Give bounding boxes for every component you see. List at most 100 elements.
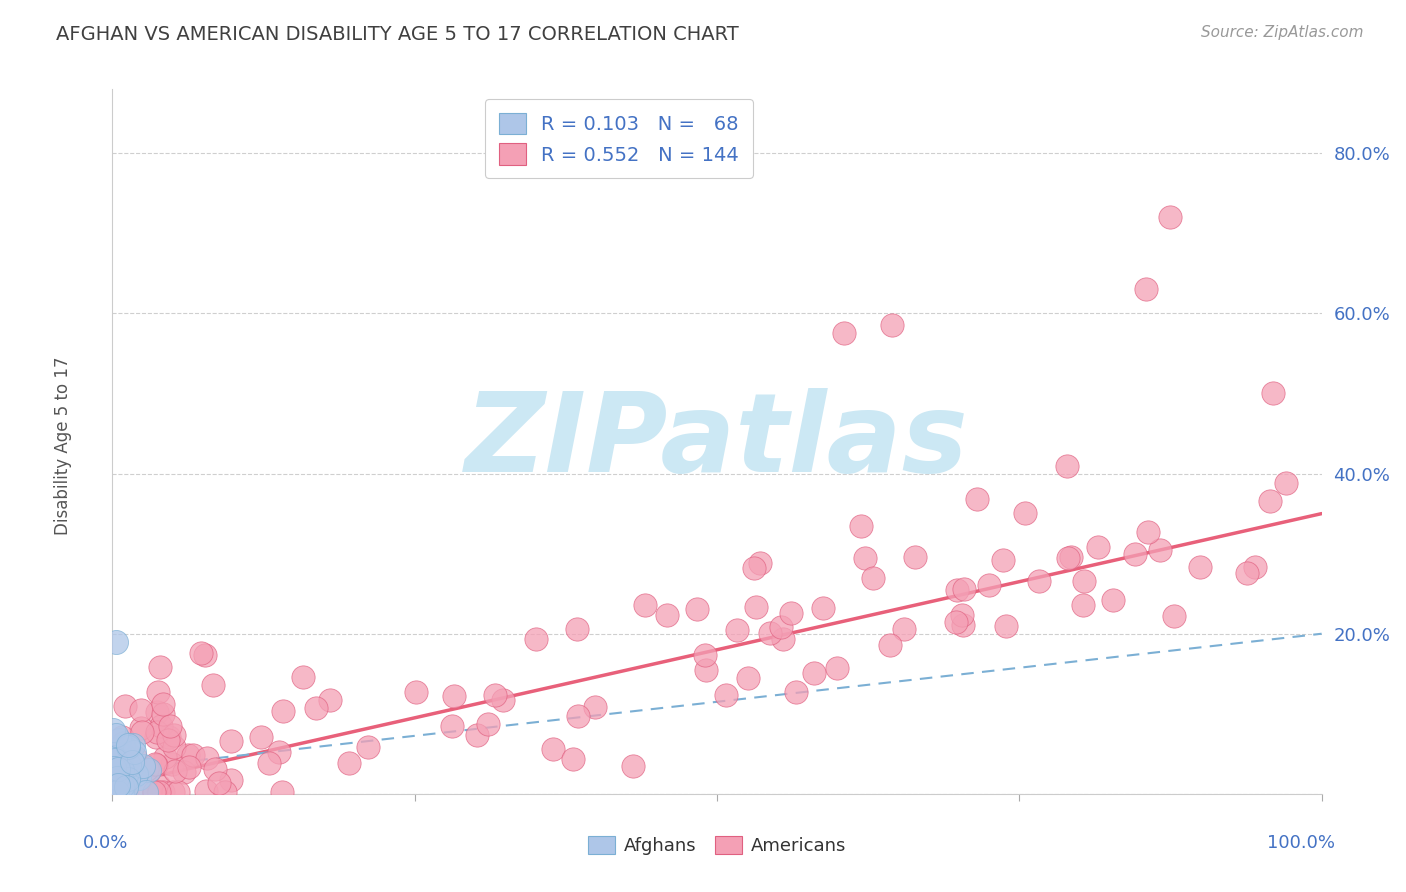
Point <box>112 738 135 752</box>
Point <box>104 758 127 772</box>
Point <box>695 648 717 662</box>
Point <box>122 745 145 759</box>
Point <box>117 772 139 786</box>
Point <box>219 773 242 788</box>
Point <box>827 660 849 674</box>
Point <box>145 706 167 720</box>
Point <box>162 757 184 772</box>
Point <box>115 780 138 794</box>
Point <box>107 785 129 799</box>
Point <box>104 751 127 765</box>
Point <box>111 764 134 778</box>
Point <box>195 751 218 765</box>
Point <box>143 756 166 771</box>
Point <box>292 670 315 684</box>
Point <box>1275 476 1298 491</box>
Point <box>1163 608 1185 623</box>
Point <box>120 761 142 775</box>
Point <box>152 697 174 711</box>
Text: Source: ZipAtlas.com: Source: ZipAtlas.com <box>1201 25 1364 40</box>
Point <box>742 561 765 575</box>
Point <box>271 704 294 718</box>
Point <box>114 757 136 772</box>
Point <box>994 618 1017 632</box>
Point <box>111 730 134 744</box>
Point <box>104 748 127 763</box>
Point <box>167 785 190 799</box>
Point <box>129 703 152 717</box>
Point <box>146 725 169 739</box>
Point <box>150 719 173 733</box>
Point <box>813 600 835 615</box>
Point <box>621 759 644 773</box>
Point <box>105 780 128 795</box>
Point <box>405 685 427 699</box>
Point <box>105 755 128 769</box>
Point <box>110 765 132 780</box>
Point <box>893 622 915 636</box>
Point <box>257 756 280 770</box>
Point <box>131 724 153 739</box>
Point <box>1149 542 1171 557</box>
Point <box>1123 547 1146 561</box>
Point <box>492 692 515 706</box>
Point <box>111 778 134 792</box>
Point <box>477 716 499 731</box>
Point <box>110 760 132 774</box>
Point <box>162 740 184 755</box>
Text: 0.0%: 0.0% <box>83 834 128 852</box>
Point <box>159 719 181 733</box>
Point <box>103 761 125 775</box>
Point <box>135 785 157 799</box>
Point <box>1056 550 1078 565</box>
Point <box>1073 574 1095 588</box>
Point <box>121 756 143 770</box>
Point <box>179 759 201 773</box>
Legend: Afghans, Americans: Afghans, Americans <box>581 829 853 863</box>
Point <box>952 617 974 632</box>
Point <box>853 550 876 565</box>
Point <box>1188 560 1211 574</box>
Point <box>103 762 125 776</box>
Point <box>879 638 901 652</box>
Point <box>108 768 131 782</box>
Point <box>105 773 128 788</box>
Point <box>105 785 128 799</box>
Text: 100.0%: 100.0% <box>1267 834 1334 852</box>
Point <box>103 754 125 768</box>
Point <box>143 785 166 799</box>
Point <box>111 785 134 799</box>
Point <box>562 752 585 766</box>
Point <box>979 578 1001 592</box>
Point <box>124 750 146 764</box>
Point <box>1071 599 1094 613</box>
Point <box>945 582 967 597</box>
Point <box>443 689 465 703</box>
Point <box>966 491 988 506</box>
Point <box>685 602 707 616</box>
Point <box>125 766 148 780</box>
Point <box>163 764 186 778</box>
Point <box>149 660 172 674</box>
Point <box>114 756 136 771</box>
Point <box>110 762 132 776</box>
Point <box>195 783 218 797</box>
Point <box>190 646 212 660</box>
Point <box>214 785 236 799</box>
Point <box>202 678 225 692</box>
Point <box>583 699 606 714</box>
Point <box>103 774 125 789</box>
Point <box>862 571 884 585</box>
Point <box>115 753 138 767</box>
Point <box>173 765 195 780</box>
Point <box>803 665 825 680</box>
Point <box>1258 494 1281 508</box>
Point <box>904 549 927 564</box>
Point <box>115 785 138 799</box>
Point <box>1135 282 1157 296</box>
Point <box>250 730 273 744</box>
Point <box>181 747 204 762</box>
Point <box>117 740 139 755</box>
Point <box>152 785 174 799</box>
Point <box>105 764 128 778</box>
